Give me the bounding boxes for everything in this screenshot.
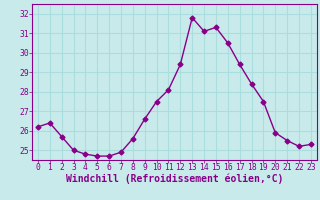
X-axis label: Windchill (Refroidissement éolien,°C): Windchill (Refroidissement éolien,°C) bbox=[66, 173, 283, 184]
